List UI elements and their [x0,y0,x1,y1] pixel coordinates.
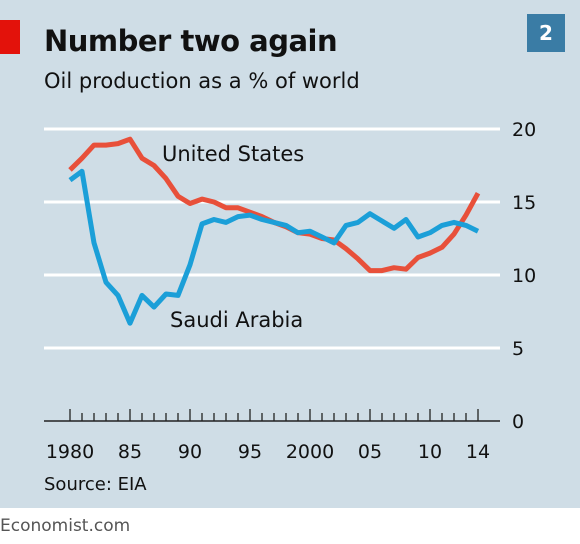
series-labels: United States Saudi Arabia [162,142,304,332]
chart-subtitle: Oil production as a % of world [44,69,360,93]
x-tick-label: 10 [418,441,442,463]
y-tick-label: 10 [512,265,536,287]
series-line-saudi-arabia [68,168,480,326]
series-label-united-states: United States [162,142,304,166]
x-tick-label: 90 [178,441,202,463]
y-tick-label: 20 [512,119,536,141]
y-tick-label: 5 [512,338,524,360]
publisher-credit: Economist.com [0,516,131,536]
y-tick-label: 0 [512,411,524,433]
x-tick-label: 1980 [46,441,94,463]
chart-title: Number two again [44,24,338,58]
x-tick-labels: 1980 85 90 95 2000 05 10 14 [46,441,490,463]
series-lines [68,136,481,326]
series-label-saudi-arabia: Saudi Arabia [170,308,303,332]
y-tick-label: 15 [512,192,536,214]
brand-red-tab [0,20,20,54]
x-tick-label: 85 [118,441,142,463]
chart-number-badge: 2 [527,14,565,52]
y-tick-labels: 0 5 10 15 20 [512,119,536,433]
gridlines [44,127,500,350]
x-tick-label: 14 [466,441,490,463]
x-tick-label: 05 [358,441,382,463]
source-note: Source: EIA [44,474,147,495]
x-axis [44,409,500,422]
x-tick-label: 95 [238,441,262,463]
x-tick-label: 2000 [286,441,334,463]
